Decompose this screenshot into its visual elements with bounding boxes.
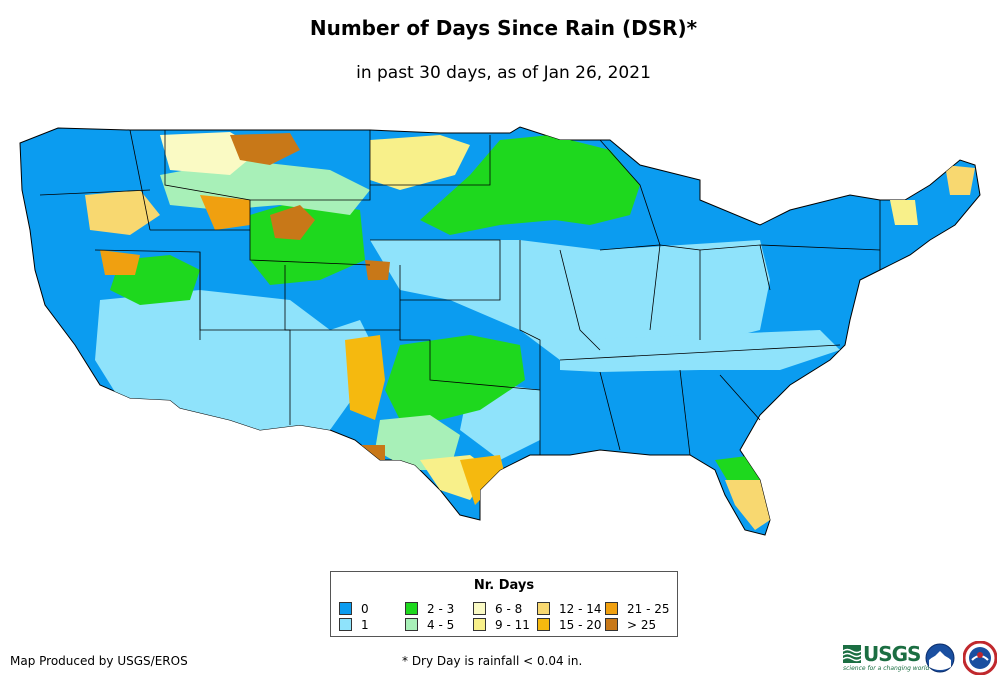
- legend-box: Nr. Days 0 1 2 - 3 4 - 5 6 - 8 9 - 11 12…: [330, 571, 678, 637]
- legend-title: Nr. Days: [473, 578, 535, 593]
- legend-swatch: [605, 618, 618, 631]
- region-over-25-days-colorado: [365, 260, 390, 280]
- usgs-logo: USGS: [843, 642, 921, 666]
- legend-swatch: [537, 618, 550, 631]
- region-over-25-days-texas: [360, 445, 385, 465]
- map-title: Number of Days Since Rain (DSR)*: [309, 16, 698, 40]
- dry-day-footnote: * Dry Day is rainfall < 0.04 in.: [402, 654, 583, 668]
- legend-item-1: 1: [339, 618, 369, 632]
- legend-item-4-5: 4 - 5: [405, 618, 454, 632]
- region-1-day-midsouth: [560, 330, 840, 372]
- region-over-25-days-montana: [230, 133, 300, 165]
- region-15-20-days-texas-coast: [460, 455, 505, 505]
- dsr-regions: [85, 132, 975, 530]
- legend-swatch: [405, 618, 418, 631]
- legend-item-over-25: > 25: [605, 618, 656, 632]
- legend-swatch: [473, 602, 486, 615]
- nws-logo-icon: [963, 641, 997, 675]
- region-9-11-days-dakotas: [370, 135, 470, 190]
- region-12-14-days-florida: [725, 480, 770, 530]
- region-9-11-days-northeast: [890, 200, 918, 225]
- region-1-day-central: [370, 240, 770, 360]
- legend-item-12-14: 12 - 14: [537, 602, 602, 616]
- region-4-5-days-texas: [375, 415, 460, 470]
- region-12-14-days-maine: [945, 165, 975, 195]
- legend-swatch: [405, 602, 418, 615]
- legend-item-15-20: 15 - 20: [537, 618, 602, 632]
- usgs-wordmark: USGS: [863, 642, 921, 666]
- legend-item-9-11: 9 - 11: [473, 618, 530, 632]
- usgs-tagline: science for a changing world: [843, 665, 930, 672]
- noaa-logo-icon: [925, 643, 955, 673]
- region-21-25-days-nevada: [100, 250, 140, 275]
- legend-swatch: [473, 618, 486, 631]
- region-1-day-southwest: [95, 290, 380, 430]
- legend-item-6-8: 6 - 8: [473, 602, 522, 616]
- legend-swatch: [605, 602, 618, 615]
- legend-swatch: [339, 618, 352, 631]
- legend-item-21-25: 21 - 25: [605, 602, 670, 616]
- region-12-14-days-nw: [85, 190, 160, 235]
- region-over-25-days-wyoming: [270, 205, 315, 240]
- state-boundaries: [39, 129, 881, 456]
- region-2-3-days-oklahoma: [385, 335, 525, 420]
- map-credit: Map Produced by USGS/EROS: [10, 654, 188, 668]
- map-subtitle: in past 30 days, as of Jan 26, 2021: [356, 63, 651, 83]
- usgs-wave-icon: [843, 645, 861, 663]
- legend-swatch: [537, 602, 550, 615]
- region-15-20-days-newmexico: [345, 335, 385, 420]
- legend-item-0: 0: [339, 602, 369, 616]
- region-21-25-days-idaho: [200, 195, 250, 230]
- legend-item-2-3: 2 - 3: [405, 602, 454, 616]
- legend-swatch: [339, 602, 352, 615]
- region-2-3-days-north: [420, 135, 640, 235]
